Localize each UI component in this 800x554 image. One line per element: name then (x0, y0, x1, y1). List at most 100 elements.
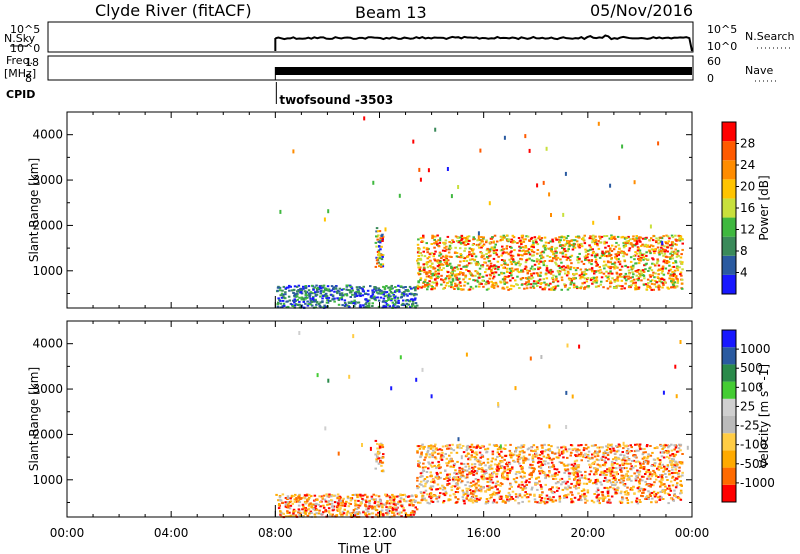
beam-title: Beam 13 (355, 3, 427, 22)
range-cell (468, 471, 471, 473)
range-cell (455, 252, 459, 254)
range-cell (520, 269, 523, 272)
range-cell (532, 460, 535, 463)
range-cell (591, 270, 594, 273)
range-cell (361, 494, 365, 497)
range-cell (660, 277, 663, 280)
range-cell (605, 445, 608, 448)
range-cell (440, 274, 443, 277)
range-cell (615, 445, 618, 448)
range-cell (679, 480, 682, 483)
range-cell (322, 504, 325, 507)
range-cell (366, 300, 369, 303)
range-cell (492, 248, 495, 251)
range-cell (637, 269, 640, 271)
range-cell (277, 286, 281, 289)
range-cell (627, 286, 631, 289)
range-cell (290, 494, 294, 497)
range-cell (298, 513, 301, 516)
range-cell (578, 286, 581, 289)
range-cell (472, 253, 476, 255)
range-cell (618, 247, 621, 250)
range-cell (569, 451, 573, 454)
range-cell (513, 460, 516, 463)
range-cell (423, 478, 427, 480)
range-cell (558, 273, 561, 276)
range-cell (457, 288, 460, 291)
range-cell (570, 279, 573, 282)
range-cell (588, 480, 591, 483)
range-cell (648, 239, 651, 242)
range-cell (541, 450, 544, 453)
range-cell (364, 305, 368, 308)
range-cell (499, 465, 502, 468)
range-cell (321, 497, 324, 500)
range-cell (446, 264, 449, 267)
range-cell (641, 269, 645, 272)
range-cell (282, 285, 286, 288)
range-cell (335, 514, 338, 517)
range-cell (375, 458, 378, 461)
range-cell (333, 515, 336, 518)
range-cell (664, 485, 667, 488)
range-cell (406, 299, 409, 301)
range-cell (552, 496, 555, 499)
range-cell (378, 504, 381, 507)
range-cell (480, 251, 484, 254)
range-cell (318, 285, 322, 287)
range-cell (450, 274, 454, 277)
range-cell (359, 305, 362, 308)
range-cell (659, 236, 662, 239)
range-cell (517, 446, 520, 449)
range-cell (302, 300, 305, 303)
range-cell (561, 244, 565, 247)
range-cell (483, 472, 486, 475)
range-cell (444, 239, 448, 242)
range-cell (629, 280, 633, 283)
range-cell (619, 492, 623, 495)
range-cell (380, 456, 383, 459)
range-cell (549, 499, 553, 502)
range-cell (642, 283, 646, 286)
range-cell (618, 500, 622, 503)
range-cell (464, 484, 467, 487)
range-cell (518, 494, 522, 497)
range-cell (364, 293, 367, 295)
range-cell (384, 493, 387, 496)
range-cell (594, 270, 598, 273)
range-cell (519, 246, 522, 249)
nsky-tick-top: 10^5 (10, 23, 40, 36)
range-cell (468, 489, 472, 491)
range-cell (615, 481, 619, 484)
range-cell (583, 477, 587, 480)
range-cell (670, 462, 673, 465)
range-cell (653, 276, 656, 279)
range-cell (399, 500, 402, 503)
range-cell (374, 265, 378, 268)
range-cell (431, 286, 434, 288)
range-cell (277, 504, 281, 507)
range-cell (641, 274, 645, 276)
range-cell (421, 466, 425, 469)
range-cell (657, 251, 661, 254)
range-cell (416, 284, 420, 287)
range-cell (530, 249, 533, 251)
range-cell (577, 483, 581, 486)
range-cell (533, 263, 537, 266)
range-cell (467, 235, 471, 238)
range-cell (350, 498, 354, 501)
range-cell (482, 486, 485, 489)
range-cell (545, 247, 549, 250)
range-cell (591, 282, 594, 285)
range-cell (480, 477, 484, 480)
range-cell (527, 251, 531, 254)
range-cell (487, 486, 491, 489)
range-cell (645, 236, 648, 239)
range-cell (492, 265, 495, 268)
range-cell (435, 497, 438, 500)
range-cell (656, 246, 660, 249)
range-cell (448, 244, 452, 247)
range-cell (330, 285, 334, 288)
range-cell (410, 511, 413, 514)
range-cell (637, 286, 641, 289)
